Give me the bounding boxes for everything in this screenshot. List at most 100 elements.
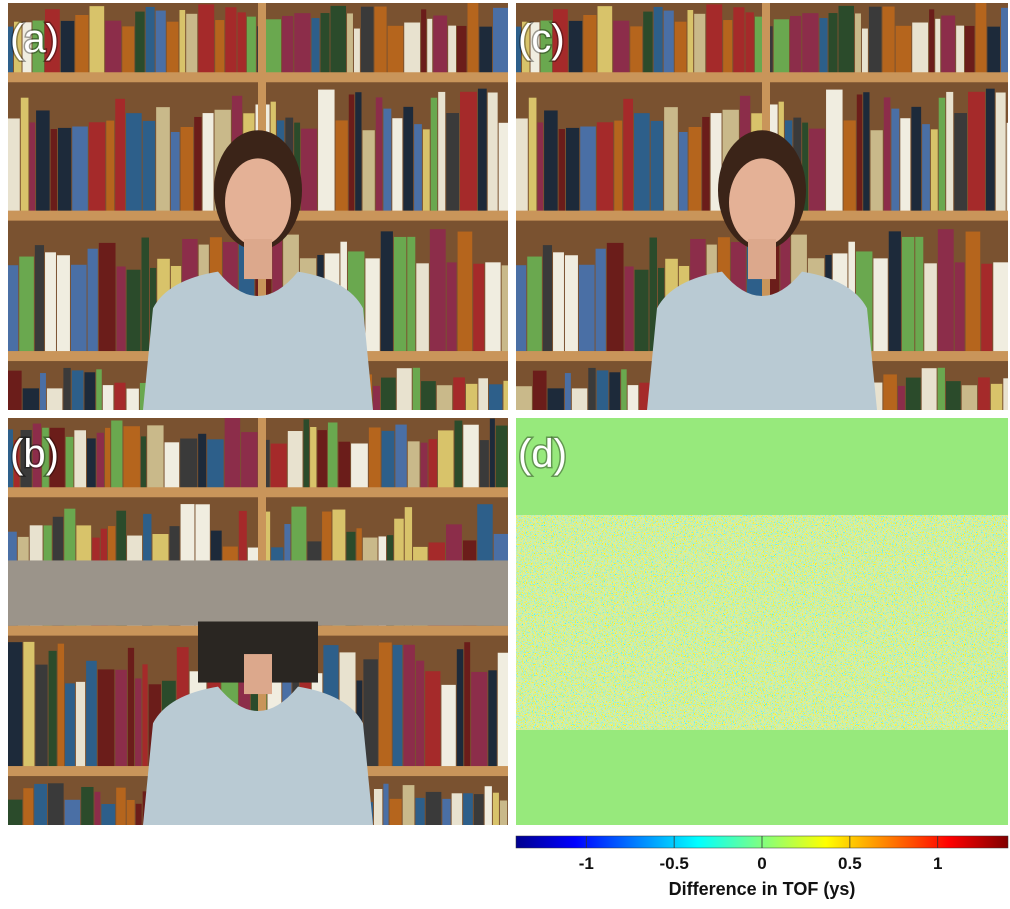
book bbox=[664, 107, 678, 215]
book bbox=[301, 129, 317, 215]
book bbox=[478, 89, 487, 215]
book bbox=[179, 10, 185, 76]
book bbox=[882, 7, 894, 77]
book bbox=[939, 98, 945, 215]
book bbox=[81, 787, 93, 845]
book bbox=[485, 786, 492, 845]
book bbox=[23, 788, 33, 845]
book bbox=[180, 439, 197, 492]
panel-label: (c) bbox=[518, 17, 565, 61]
book bbox=[498, 653, 515, 770]
book bbox=[383, 784, 388, 846]
book bbox=[493, 793, 499, 846]
book bbox=[580, 127, 596, 215]
book bbox=[8, 800, 22, 846]
book bbox=[266, 19, 281, 76]
book bbox=[238, 12, 246, 76]
book bbox=[911, 107, 921, 215]
book bbox=[403, 645, 414, 770]
book bbox=[135, 678, 141, 770]
book bbox=[664, 11, 674, 77]
book bbox=[355, 92, 361, 214]
photo-b bbox=[8, 418, 515, 845]
book bbox=[433, 16, 447, 77]
book bbox=[89, 122, 105, 214]
colorbar-label: Difference in TOF (ys) bbox=[669, 879, 856, 899]
book bbox=[136, 804, 142, 846]
book bbox=[790, 16, 801, 76]
book bbox=[425, 671, 440, 770]
book bbox=[415, 798, 424, 845]
book bbox=[416, 263, 429, 355]
book bbox=[474, 794, 484, 845]
book bbox=[95, 792, 101, 846]
book bbox=[733, 7, 744, 76]
book bbox=[544, 110, 558, 214]
book bbox=[537, 122, 543, 214]
book bbox=[873, 258, 887, 355]
book bbox=[374, 7, 386, 77]
book bbox=[395, 425, 406, 492]
neck bbox=[244, 239, 272, 279]
panel-label: (b) bbox=[10, 432, 59, 476]
colorbar-tick-label: -1 bbox=[579, 854, 594, 873]
book bbox=[388, 26, 404, 76]
book bbox=[75, 15, 88, 76]
book bbox=[393, 645, 403, 770]
book bbox=[321, 13, 330, 76]
book bbox=[935, 19, 940, 76]
book bbox=[349, 94, 354, 214]
book bbox=[35, 665, 47, 770]
book bbox=[141, 238, 148, 356]
book bbox=[23, 642, 34, 770]
book bbox=[241, 432, 257, 491]
book bbox=[1001, 8, 1010, 76]
colorbar-tick-label: 0 bbox=[757, 854, 766, 873]
book bbox=[844, 120, 856, 214]
book bbox=[553, 252, 564, 355]
book bbox=[365, 258, 379, 355]
book bbox=[354, 29, 360, 77]
book bbox=[194, 117, 201, 215]
book bbox=[408, 441, 420, 491]
book bbox=[954, 113, 967, 215]
neck bbox=[748, 239, 776, 279]
book bbox=[98, 669, 115, 770]
book bbox=[403, 107, 413, 215]
neck bbox=[244, 654, 272, 694]
book bbox=[565, 255, 578, 355]
book bbox=[421, 9, 426, 76]
book bbox=[689, 127, 702, 215]
book bbox=[869, 7, 882, 77]
book bbox=[215, 20, 224, 76]
book bbox=[225, 418, 240, 491]
book bbox=[376, 97, 383, 214]
book bbox=[106, 121, 114, 215]
book bbox=[723, 20, 732, 76]
book bbox=[48, 783, 64, 845]
heatmap-d bbox=[516, 418, 1008, 825]
book bbox=[383, 109, 391, 215]
book bbox=[986, 89, 995, 215]
book bbox=[347, 13, 353, 76]
book bbox=[65, 683, 75, 770]
book bbox=[460, 92, 477, 215]
book bbox=[89, 6, 104, 76]
book bbox=[891, 109, 899, 215]
book bbox=[143, 121, 155, 215]
book bbox=[820, 18, 828, 76]
book bbox=[35, 245, 44, 355]
book bbox=[635, 270, 649, 355]
book bbox=[19, 257, 34, 356]
book bbox=[597, 6, 612, 76]
book bbox=[86, 661, 97, 770]
book bbox=[457, 649, 463, 770]
book bbox=[141, 436, 146, 491]
book bbox=[351, 443, 368, 491]
book bbox=[829, 13, 838, 76]
photo-a bbox=[8, 3, 518, 430]
book bbox=[51, 129, 57, 215]
book bbox=[99, 243, 116, 355]
book bbox=[135, 12, 144, 77]
book bbox=[446, 113, 459, 215]
